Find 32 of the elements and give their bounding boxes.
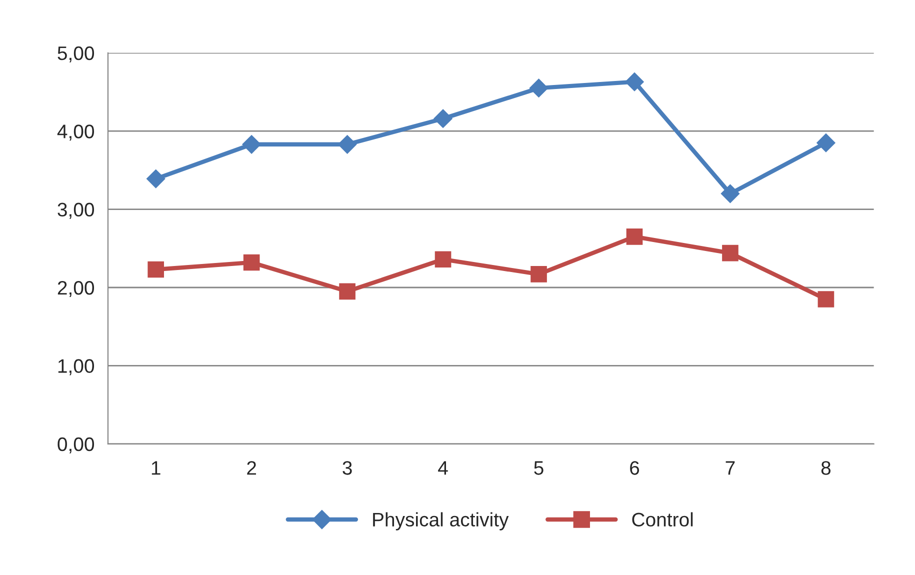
point xyxy=(722,244,738,262)
x-tick-label: 6 xyxy=(630,461,640,475)
point xyxy=(148,261,164,278)
point xyxy=(339,283,356,300)
x-tick-label: 5 xyxy=(534,461,544,475)
x-tick-label: 2 xyxy=(247,461,256,475)
point xyxy=(434,109,452,128)
point xyxy=(146,169,166,188)
point xyxy=(434,251,452,268)
x-tick-label: 8 xyxy=(821,461,831,475)
point xyxy=(338,135,357,154)
point xyxy=(530,266,547,282)
point xyxy=(529,78,548,98)
x-tick-label: 3 xyxy=(342,461,352,475)
x-tick-label: 1 xyxy=(152,461,160,475)
y-tick-label: 4,00 xyxy=(57,124,94,141)
x-tick-label: 7 xyxy=(726,461,735,475)
x-tick-label: 4 xyxy=(438,461,448,475)
point xyxy=(243,254,260,271)
y-tick-label: 3,00 xyxy=(58,202,94,219)
y-tick-label: 2,00 xyxy=(58,280,94,298)
legend-label: Physical activity xyxy=(373,512,509,530)
y-tick-label: 0,00 xyxy=(58,437,94,454)
y-tick-label: 5,00 xyxy=(58,46,94,62)
point xyxy=(816,133,836,152)
legend-label: Control xyxy=(632,512,693,527)
point xyxy=(625,72,644,92)
point xyxy=(720,184,740,204)
point xyxy=(626,228,643,245)
point xyxy=(818,291,834,308)
y-tick-label: 1,00 xyxy=(58,359,94,376)
point xyxy=(242,135,261,154)
